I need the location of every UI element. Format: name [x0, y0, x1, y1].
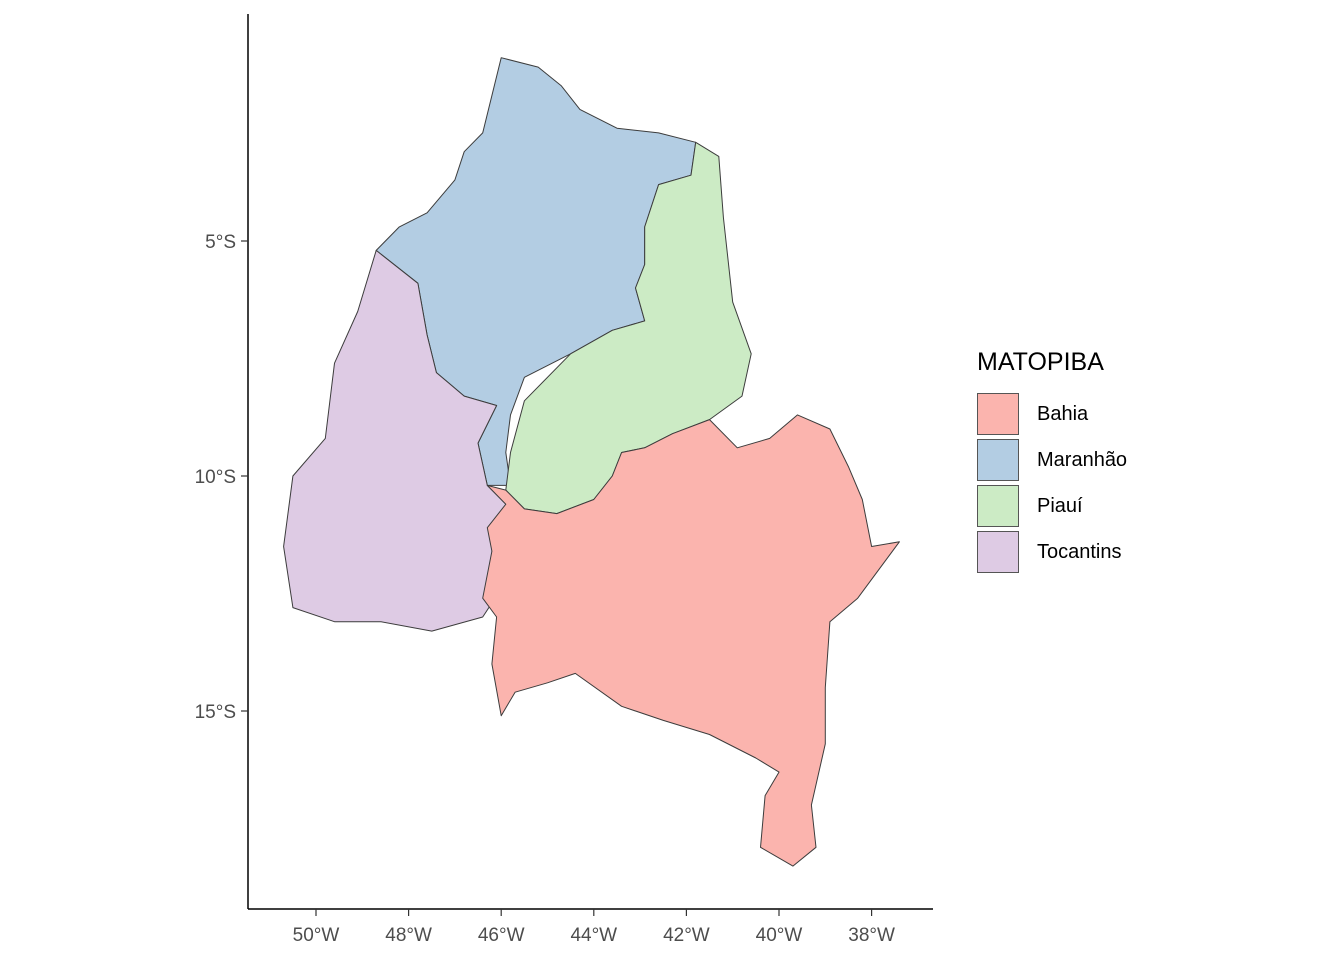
legend: MATOPIBA Bahia Maranhão Piauí Tocantins: [977, 348, 1127, 575]
x-tick-label: 46°W: [478, 925, 525, 946]
legend-key-tocantins: [977, 531, 1019, 573]
y-tick-label: 10°S: [195, 467, 236, 488]
legend-label-maranhao: Maranhão: [1037, 448, 1128, 471]
y-tick-label: 15°S: [195, 702, 236, 723]
legend-key-bahia: [977, 393, 1019, 435]
legend-item-bahia: Bahia: [977, 391, 1127, 437]
y-tick-label: 5°S: [205, 232, 236, 253]
legend-item-maranhao: Maranhão: [977, 437, 1127, 483]
y-axis-ticks: 5°S 10°S 15°S: [195, 232, 248, 723]
x-tick-label: 44°W: [570, 925, 617, 946]
x-tick-label: 38°W: [848, 925, 895, 946]
x-tick-label: 48°W: [385, 925, 432, 946]
legend-key-piaui: [977, 485, 1019, 527]
legend-title: MATOPIBA: [977, 348, 1104, 376]
x-tick-label: 42°W: [663, 925, 710, 946]
map-regions: [283, 57, 900, 867]
legend-item-tocantins: Tocantins: [977, 529, 1127, 575]
x-axis-ticks: 50°W 48°W 46°W 44°W 42°W 40°W 38°W: [293, 909, 895, 946]
legend-label-tocantins: Tocantins: [1037, 540, 1122, 563]
legend-key-maranhao: [977, 439, 1019, 481]
legend-item-piaui: Piauí: [977, 483, 1127, 529]
region-bahia: [482, 414, 900, 867]
legend-label-bahia: Bahia: [1037, 402, 1089, 425]
x-tick-label: 50°W: [293, 925, 340, 946]
legend-label-piaui: Piauí: [1037, 494, 1083, 517]
x-tick-label: 40°W: [756, 925, 803, 946]
